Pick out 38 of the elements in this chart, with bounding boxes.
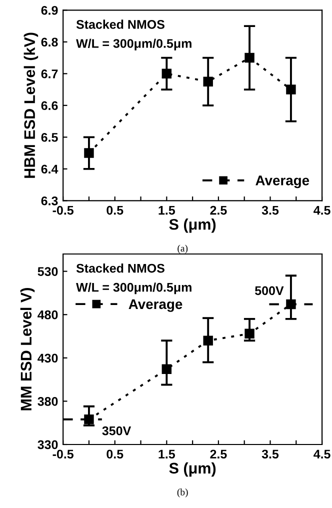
x-tick-label: 2.5 — [210, 206, 227, 215]
y-tick-label: 330 — [38, 440, 58, 450]
x-tick-label: 0.5 — [106, 450, 124, 459]
y-tick-label: 6.6 — [41, 101, 58, 110]
annotation: Stacked NMOS — [76, 20, 164, 29]
annotation: Stacked NMOS — [76, 264, 164, 273]
x-tick-label: 0.5 — [106, 206, 124, 215]
annotation: 500V — [255, 286, 284, 296]
annotation: W/L = 300μm/0.5μm — [76, 38, 192, 50]
x-axis-title: S (μm) — [169, 218, 216, 233]
text: (a) — [178, 244, 188, 254]
x-tick-label: 1.5 — [158, 450, 176, 459]
x-tick-label: 1.5 — [158, 206, 176, 215]
y-tick-label: 6.8 — [41, 38, 58, 47]
legend-label: Average — [128, 299, 182, 312]
y-tick-label: 380 — [38, 397, 58, 406]
x-tick-label: 4.5 — [314, 206, 330, 215]
x-axis-title: S (μm) — [169, 462, 216, 477]
x-tick-label: 3.5 — [262, 450, 279, 459]
y-tick-label: 6.4 — [41, 164, 58, 174]
legend-label: Average — [256, 176, 310, 188]
x-tick-label: -0.5 — [52, 450, 74, 459]
y-tick-label: 6.3 — [41, 196, 58, 206]
y-tick-label: 6.5 — [41, 132, 58, 142]
y-tick-label: 530 — [38, 267, 58, 276]
y-axis-title: HBM ESD Level (kV) — [24, 32, 38, 178]
y-tick-label: 6.9 — [41, 6, 58, 15]
annotation: W/L = 300μm/0.5μm — [76, 282, 192, 294]
x-tick-label: 4.5 — [314, 450, 330, 459]
y-tick-label: 480 — [38, 310, 58, 320]
annotation: 350V — [102, 426, 132, 436]
y-axis-title: MM ESD Level V) — [20, 288, 35, 410]
x-tick-label: 3.5 — [262, 206, 279, 215]
text: (b) — [177, 488, 188, 498]
y-tick-label: 430 — [38, 354, 58, 363]
x-tick-label: 2.5 — [210, 450, 227, 459]
x-tick-label: -0.5 — [52, 206, 74, 215]
y-tick-label: 6.7 — [41, 69, 58, 78]
